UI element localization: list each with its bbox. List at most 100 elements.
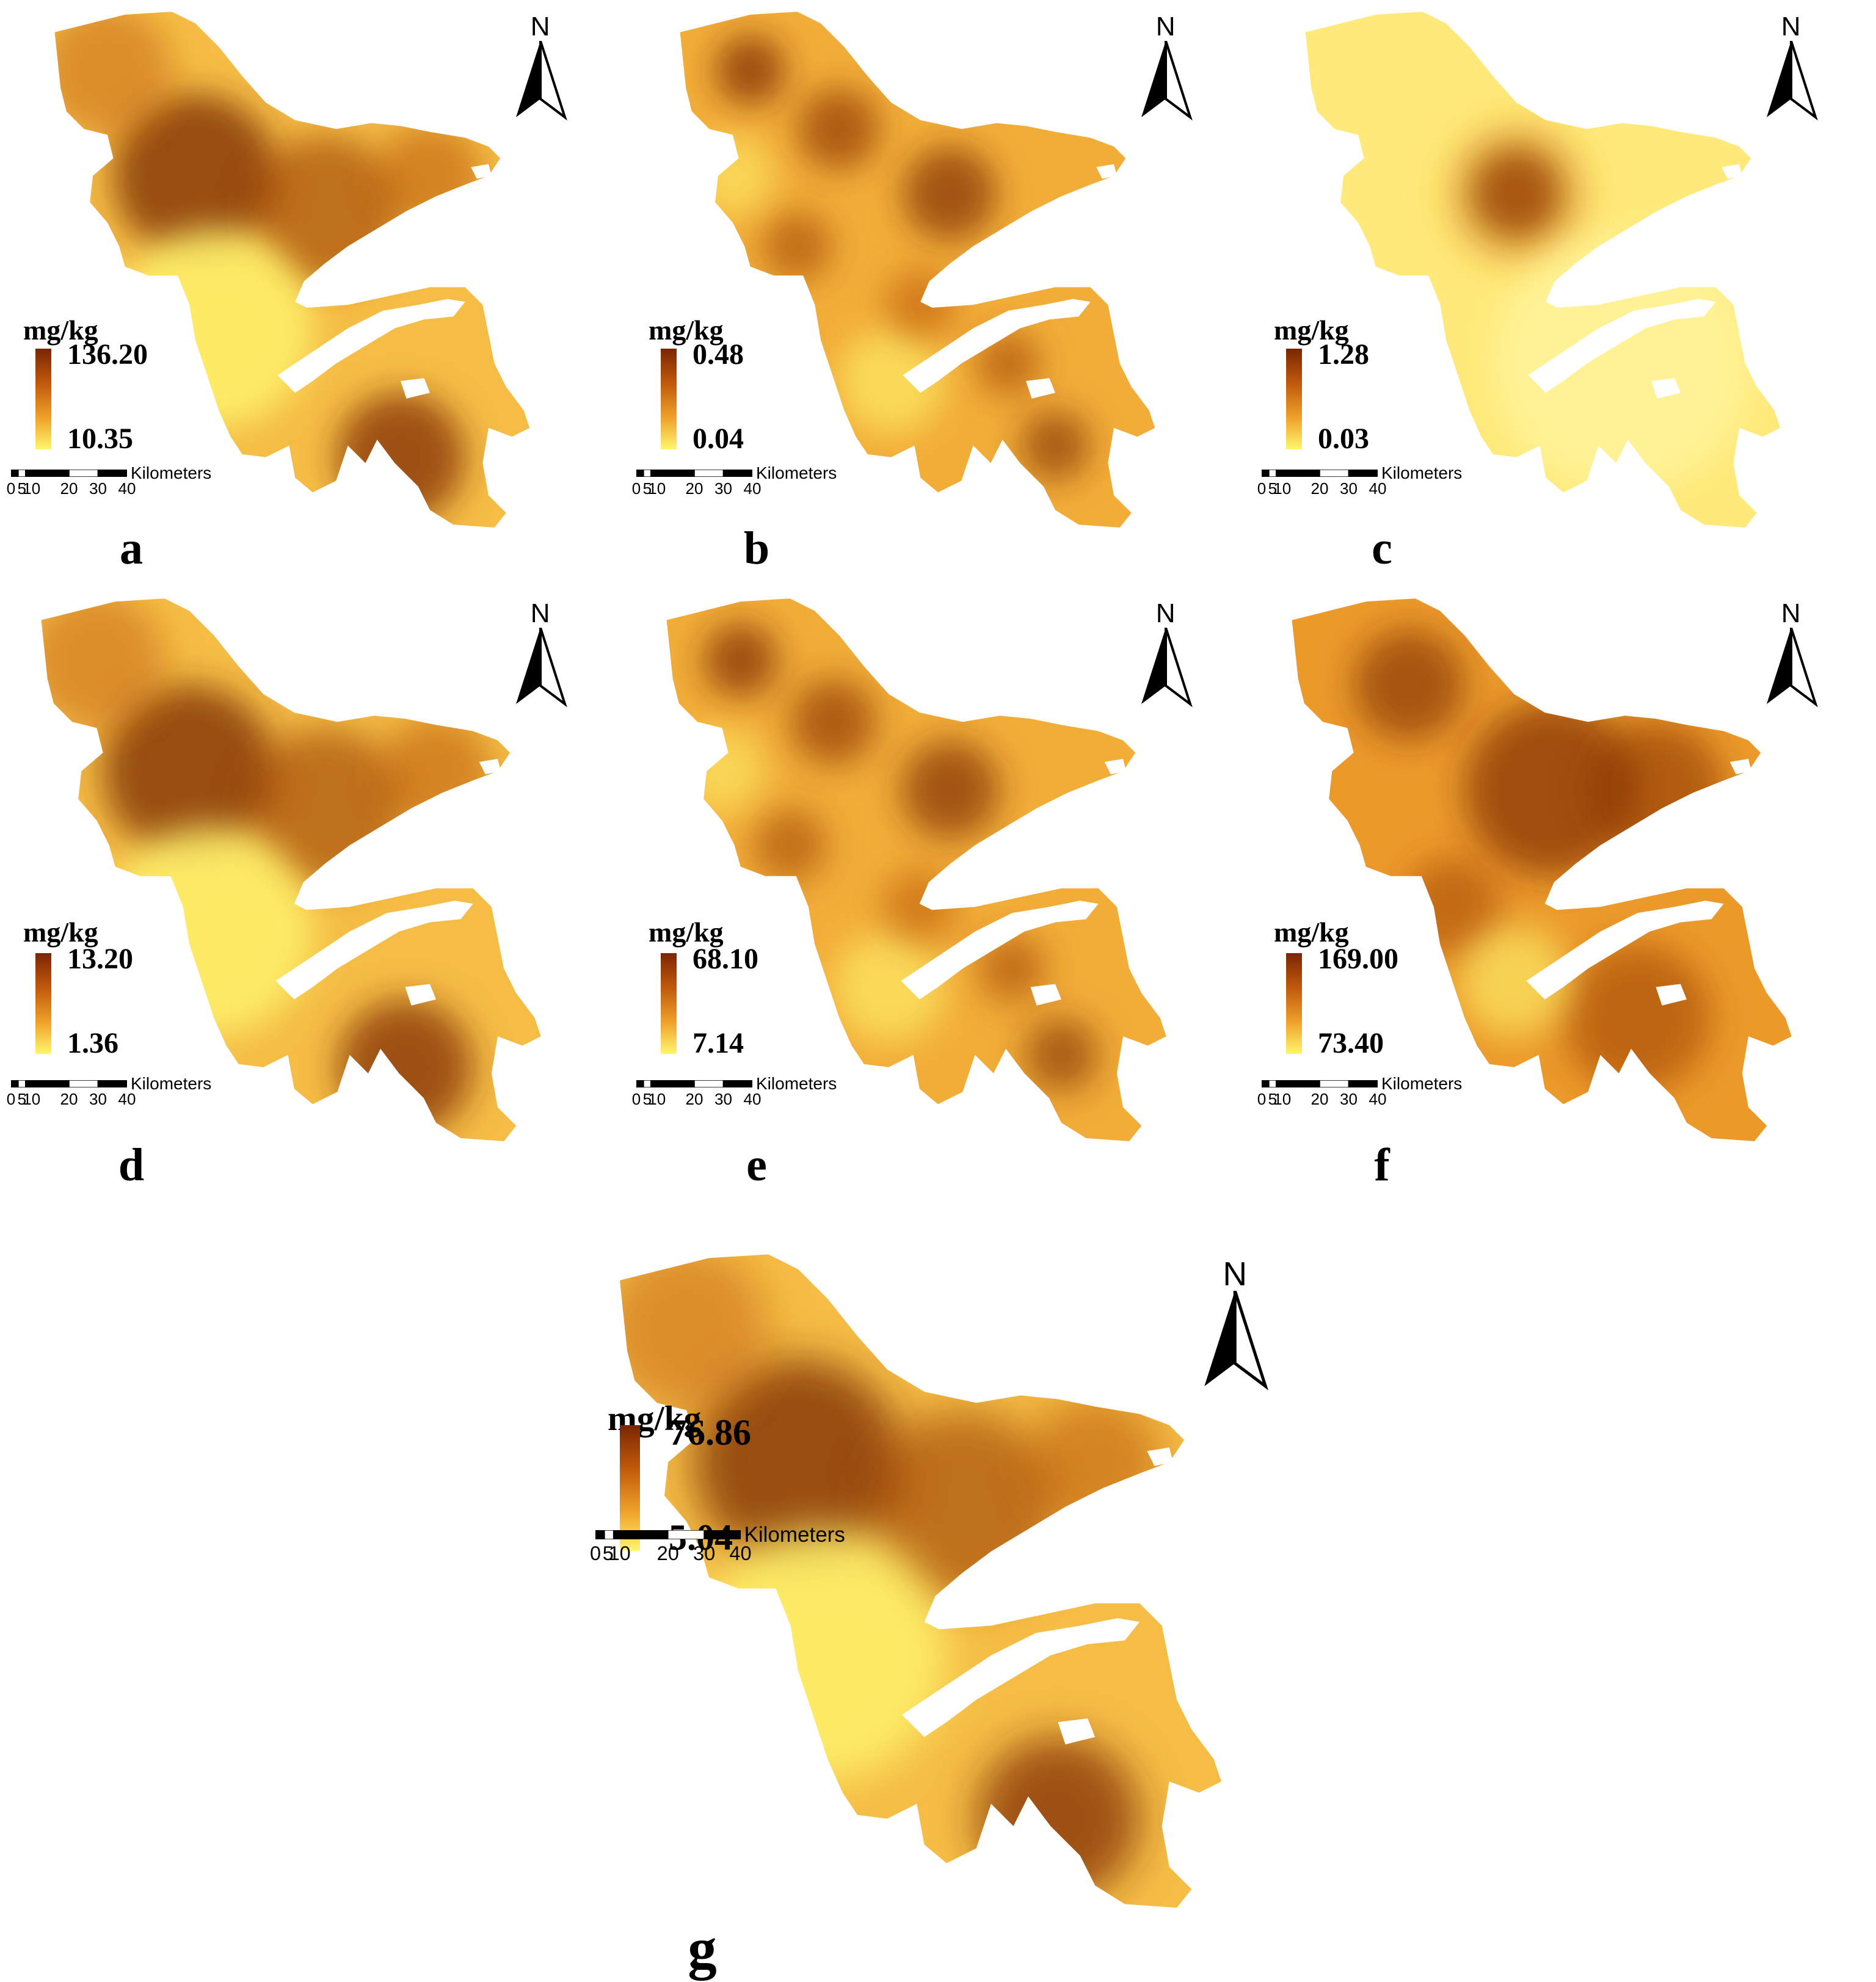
scale-bar-tick: 5 [17, 1089, 27, 1108]
legend-min-value: 0.03 [1318, 423, 1369, 456]
scale-bar-tick: 0 [1257, 479, 1267, 498]
legend-color-ramp [1286, 953, 1302, 1054]
north-arrow-icon [1141, 41, 1193, 121]
north-label: N [1155, 598, 1176, 629]
panel-letter: f [1374, 1139, 1390, 1191]
legend-min-value: 0.04 [693, 423, 744, 456]
legend-unit: mg/kg [649, 917, 724, 948]
scale-bar-tick: 20 [656, 1542, 679, 1564]
water-body [1104, 758, 1127, 775]
scale-bar-tick: 0 [1257, 1089, 1267, 1108]
scale-bar-tick: 30 [693, 1542, 716, 1564]
scale-bar: Kilometers 0 5 10 20 30 40 [7, 1073, 231, 1119]
scale-bar-tick: 20 [60, 479, 78, 498]
scale-bar-title: Kilometers [756, 1073, 837, 1093]
panel-letter: d [118, 1139, 145, 1191]
legend-max-value: 13.20 [67, 942, 133, 975]
water-body [405, 984, 436, 1006]
scale-bar-tick: 10 [1273, 1089, 1292, 1108]
scale-bar-tick: 0 [589, 1542, 602, 1564]
legend-color-ramp [1286, 349, 1302, 450]
legend-color-ramp [661, 953, 677, 1054]
scale-bar-title: Kilometers [1381, 463, 1463, 483]
scale-bar-tick: 40 [1369, 1089, 1387, 1108]
scale-bar-tick: 10 [23, 479, 41, 498]
scale-bar-tick: 40 [118, 1089, 136, 1108]
river-channel [903, 299, 1091, 393]
water-body [1729, 758, 1752, 775]
water-body [479, 758, 501, 775]
interpolation-map [1305, 12, 1781, 528]
interpolation-map [41, 598, 541, 1141]
water-body [1026, 378, 1055, 399]
scale-bar: Kilometers 0 5 10 20 30 40 [632, 463, 856, 509]
scale-bar-graphic [11, 470, 127, 477]
legend-unit: mg/kg [1274, 917, 1349, 948]
panel-letter: g [688, 1916, 717, 1981]
scale-bar-tick: 30 [1340, 479, 1358, 498]
scale-bar-tick: 5 [642, 1089, 652, 1108]
scale-bar-tick: 30 [89, 479, 107, 498]
river-channel [902, 1618, 1140, 1737]
scale-bar-tick: 40 [743, 479, 762, 498]
water-body [401, 378, 430, 399]
scale-bar-tick: 20 [1311, 1089, 1329, 1108]
water-body [471, 164, 492, 179]
river-channel [275, 901, 473, 1000]
legend-min-value: 7.14 [693, 1026, 744, 1059]
panel-letter: b [743, 523, 770, 574]
legend-max-value: 1.28 [1318, 338, 1369, 371]
scale-bar: Kilometers 0 5 10 20 30 40 [632, 1073, 856, 1119]
scale-bar-tick: 20 [685, 479, 704, 498]
scale-bar-tick: 10 [1273, 479, 1292, 498]
north-label: N [1223, 1255, 1248, 1293]
legend-color-ramp [661, 349, 677, 450]
scale-bar-tick: 20 [1311, 479, 1329, 498]
interpolation-map [680, 12, 1155, 528]
water-body [1656, 984, 1687, 1006]
river-channel [1528, 299, 1716, 393]
scale-bar-title: Kilometers [744, 1523, 845, 1547]
scale-bar-tick: 10 [648, 1089, 666, 1108]
north-label: N [530, 12, 550, 42]
water-body [1147, 1447, 1173, 1466]
scale-bar-tick: 5 [1268, 479, 1278, 498]
scale-bar-tick: 40 [1369, 479, 1387, 498]
legend-max-value: 169.00 [1318, 942, 1398, 975]
scale-bar-tick: 5 [642, 479, 652, 498]
scale-bar: Kilometers 0 5 10 20 30 40 [1257, 463, 1482, 509]
north-arrow: N [1764, 12, 1819, 122]
interpolation-map [54, 12, 530, 528]
legend-max-value: 76.86 [669, 1412, 751, 1453]
scale-bar-tick: 10 [648, 479, 666, 498]
panel-letter: c [1372, 523, 1392, 574]
north-arrow-icon [1766, 628, 1818, 708]
scale-bar: Kilometers 0 5 10 20 30 40 [1257, 1074, 1482, 1119]
interpolation-map [666, 598, 1166, 1141]
north-label: N [1781, 12, 1801, 42]
north-label: N [530, 598, 550, 629]
north-arrow-icon [1766, 41, 1818, 121]
north-label: N [1155, 12, 1176, 42]
north-label: N [1781, 598, 1801, 629]
scale-bar: Kilometers 0 5 10 20 30 40 [7, 463, 231, 509]
legend-max-value: 0.48 [693, 338, 744, 371]
north-arrow: N [1138, 12, 1193, 122]
north-arrow: N [1138, 598, 1193, 708]
scale-bar-title: Kilometers [131, 1073, 212, 1093]
legend-unit: mg/kg [23, 917, 98, 948]
scale-bar-tick: 30 [714, 479, 732, 498]
scale-bar-tick: 10 [608, 1542, 631, 1564]
water-body [1030, 984, 1061, 1006]
scale-bar-tick: 0 [631, 479, 641, 498]
scale-bar-tick: 30 [714, 1089, 732, 1108]
river-channel [277, 299, 465, 393]
north-arrow-icon [1141, 628, 1193, 708]
legend-max-value: 136.20 [67, 338, 148, 371]
scale-bar-tick: 40 [118, 479, 136, 498]
scale-bar: Kilometers 0 5 10 20 30 40 [590, 1523, 870, 1579]
